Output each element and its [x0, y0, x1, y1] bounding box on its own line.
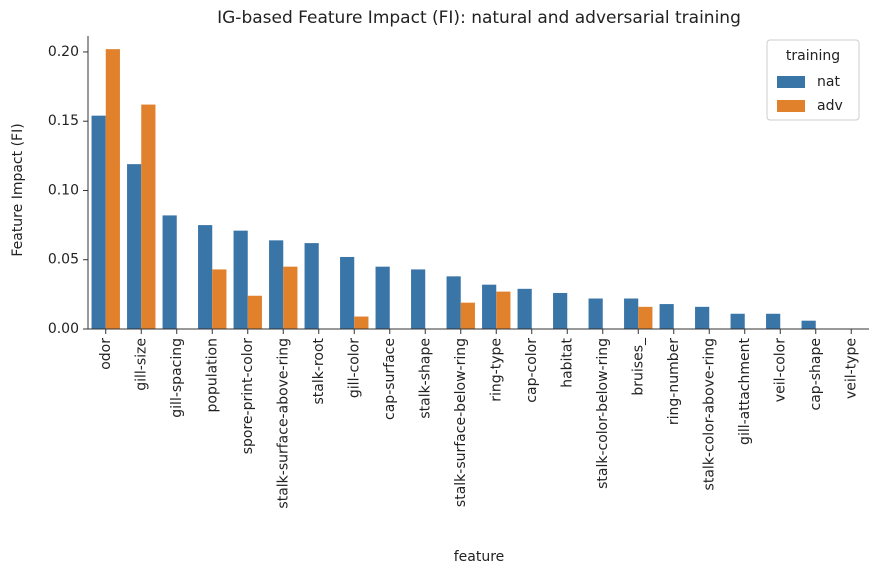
- y-tick-label: 0.15: [48, 113, 79, 129]
- x-tick-label: gill-size: [133, 338, 149, 391]
- x-tick-label: gill-spacing: [169, 338, 185, 418]
- bar: [801, 320, 816, 329]
- x-tick-label: habitat: [559, 338, 575, 388]
- bar: [517, 288, 532, 329]
- bar: [624, 298, 639, 329]
- bar: [212, 269, 227, 329]
- bar: [482, 284, 497, 329]
- bar: [283, 266, 298, 329]
- bar: [496, 291, 511, 329]
- bar: [553, 292, 568, 329]
- x-tick-label: population: [204, 338, 220, 413]
- x-tick-label: veil-color: [772, 338, 788, 402]
- bar: [162, 215, 177, 329]
- x-tick-label: bruises_: [630, 337, 646, 396]
- y-tick-label: 0.00: [48, 321, 79, 337]
- bar: [695, 306, 710, 329]
- bar: [91, 115, 106, 329]
- bar: [460, 302, 475, 329]
- x-tick-label: cap-surface: [382, 338, 398, 420]
- bar: [304, 243, 319, 329]
- x-tick-label: stalk-surface-below-ring: [453, 338, 469, 507]
- y-axis-label: Feature Impact (FI): [10, 123, 26, 256]
- y-tick-label: 0.20: [48, 44, 79, 60]
- x-tick-label: odor: [98, 338, 114, 370]
- x-tick-label: veil-type: [843, 338, 859, 399]
- legend-label: nat: [817, 74, 840, 90]
- bar: [105, 49, 120, 329]
- bar: [411, 269, 426, 329]
- bar: [638, 306, 653, 329]
- y-tick-label: 0.05: [48, 252, 79, 268]
- bar: [141, 104, 156, 330]
- bar: [340, 256, 355, 329]
- x-tick-label: stalk-color-above-ring: [701, 338, 717, 490]
- x-tick-label: spore-print-color: [240, 338, 256, 455]
- bar: [588, 298, 603, 329]
- bar: [730, 313, 745, 329]
- x-tick-label: gill-color: [346, 338, 362, 398]
- chart-title: IG-based Feature Impact (FI): natural an…: [217, 8, 741, 28]
- bar: [233, 230, 248, 329]
- x-tick-label: stalk-surface-above-ring: [275, 338, 291, 509]
- x-tick-label: stalk-color-below-ring: [595, 338, 611, 489]
- x-tick-label: ring-number: [666, 338, 682, 425]
- x-tick-label: gill-attachment: [737, 337, 753, 444]
- bar: [247, 295, 262, 329]
- bar: [127, 164, 142, 329]
- bar: [766, 313, 781, 329]
- x-tick-label: ring-type: [488, 338, 504, 402]
- legend-swatch: [777, 76, 805, 88]
- bar: [354, 316, 369, 329]
- bar: [446, 276, 461, 329]
- x-tick-label: cap-shape: [808, 338, 824, 410]
- legend-swatch: [777, 100, 805, 112]
- legend-title: training: [786, 48, 840, 64]
- x-axis-label: feature: [454, 549, 505, 565]
- bar: [198, 225, 213, 329]
- x-tick-label: stalk-root: [311, 337, 327, 404]
- legend-label: adv: [817, 98, 843, 114]
- bar: [375, 266, 390, 329]
- bar: [659, 304, 674, 329]
- bar: [269, 240, 284, 329]
- y-tick-label: 0.10: [48, 182, 79, 198]
- x-tick-label: stalk-shape: [417, 338, 433, 419]
- x-tick-label: cap-color: [524, 338, 540, 403]
